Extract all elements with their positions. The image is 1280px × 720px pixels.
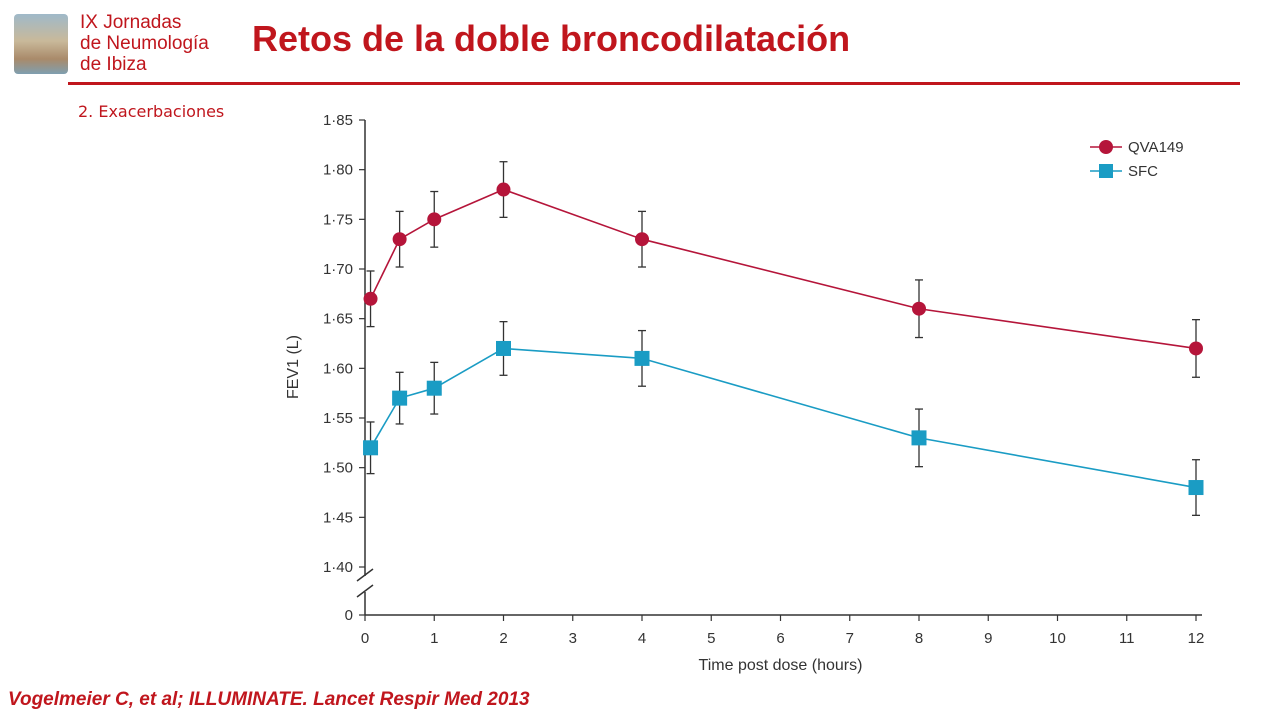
y-tick-label: 1·60	[323, 360, 353, 377]
x-tick-label: 5	[707, 630, 715, 647]
data-point-qva149	[392, 232, 407, 247]
chart-legend: QVA149 SFC	[1090, 139, 1184, 180]
x-tick-label: 7	[846, 630, 854, 647]
y-tick-label: 1·80	[323, 162, 353, 179]
slide-subtitle: 2. Exacerbaciones	[78, 102, 225, 121]
data-point-sfc	[634, 350, 650, 366]
data-point-sfc	[496, 340, 511, 356]
y-axis-label: FEV1 (L)	[285, 335, 302, 399]
x-axis-label: Time post dose (hours)	[699, 657, 863, 674]
data-point-sfc	[426, 380, 442, 396]
legend-label-sfc: SFC	[1128, 163, 1158, 180]
y-tick-label: 1·85	[323, 112, 353, 129]
legend-marker-qva149	[1099, 140, 1113, 154]
ibiza-logo-image	[14, 14, 68, 74]
x-tick-label: 12	[1188, 630, 1205, 647]
slide-title: Retos de la doble broncodilatación	[252, 18, 851, 59]
event-logo-text: IX Jornadas de Neumología de Ibiza	[80, 12, 209, 75]
legend-marker-sfc	[1099, 164, 1113, 178]
chart-series	[363, 161, 1204, 516]
legend-label-qva149: QVA149	[1128, 139, 1184, 156]
data-point-qva149	[496, 182, 511, 197]
x-tick-label: 10	[1049, 630, 1066, 647]
y-tick-label: 1·45	[323, 509, 353, 526]
title-divider	[68, 82, 1240, 85]
y-tick-label: 1·75	[323, 211, 353, 228]
logo-line-3: de Ibiza	[80, 54, 147, 75]
y-tick-label-zero: 0	[345, 607, 353, 624]
x-tick-label: 4	[638, 630, 646, 647]
y-tick-label: 1·50	[323, 460, 353, 477]
y-tick-label: 1·70	[323, 261, 353, 278]
data-point-qva149	[635, 232, 649, 247]
data-point-sfc	[392, 390, 408, 406]
data-point-sfc	[363, 440, 379, 456]
x-tick-label: 2	[499, 630, 507, 647]
y-tick-label: 1·65	[323, 311, 353, 328]
x-tick-label: 3	[569, 630, 577, 647]
chart-axes: 1·85 1·80 1·75 1·70 1·65 1·60 1·55 1·50 1·45 1·40…	[285, 112, 1204, 674]
x-tick-label: 9	[984, 630, 992, 647]
y-tick-label: 1·40	[323, 559, 353, 576]
citation-text: Vogelmeier C, et al; ILLUMINATE. Lancet …	[8, 689, 530, 710]
data-point-qva149	[912, 301, 926, 316]
data-point-qva149	[363, 291, 378, 306]
x-tick-label: 0	[361, 630, 369, 647]
logo-line-1: IX Jornadas	[80, 12, 182, 33]
y-tick-label: 1·55	[323, 410, 353, 427]
x-tick-label: 11	[1119, 630, 1135, 647]
axis-break-mark	[356, 584, 374, 598]
logo-line-2: de Neumología	[80, 33, 209, 54]
axis-break-mark	[356, 568, 374, 582]
data-point-qva149	[427, 212, 442, 227]
data-point-sfc	[1188, 480, 1204, 496]
series-line-sfc	[369, 347, 1197, 489]
x-tick-label: 8	[915, 630, 923, 647]
x-tick-label: 6	[776, 630, 784, 647]
x-tick-label: 1	[430, 630, 438, 647]
data-point-sfc	[911, 430, 927, 446]
series-line-qva149	[369, 188, 1197, 350]
data-point-qva149	[1189, 341, 1203, 356]
